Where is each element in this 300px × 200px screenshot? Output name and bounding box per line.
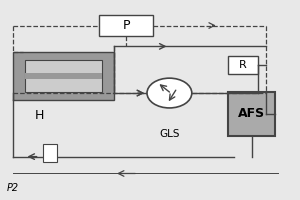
Bar xyxy=(228,56,257,74)
Bar xyxy=(13,52,114,100)
Text: GLS: GLS xyxy=(159,129,180,139)
Text: P: P xyxy=(122,19,130,32)
Text: AFS: AFS xyxy=(238,107,265,120)
Circle shape xyxy=(147,78,192,108)
Text: P2: P2 xyxy=(7,183,19,193)
Bar xyxy=(99,15,153,36)
Bar xyxy=(25,73,102,79)
Bar xyxy=(43,144,57,162)
Bar xyxy=(228,92,275,136)
Text: H: H xyxy=(35,109,44,122)
Bar xyxy=(25,60,102,92)
Text: R: R xyxy=(239,60,246,70)
